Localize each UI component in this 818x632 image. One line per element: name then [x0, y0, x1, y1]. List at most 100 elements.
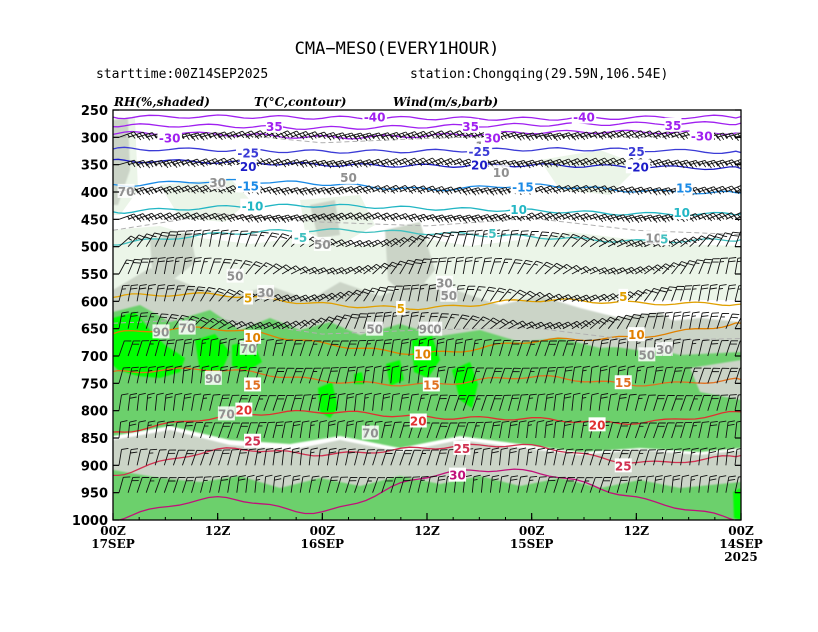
wind-barb	[345, 392, 355, 411]
wind-barb	[227, 320, 248, 330]
temperature-contour-label: 15	[423, 378, 440, 392]
rh-label-bg	[655, 341, 673, 356]
x-tick-label: 12Z	[205, 524, 231, 538]
wind-barb	[181, 365, 191, 384]
wind-barb	[136, 340, 150, 357]
wind-barb	[707, 233, 725, 247]
temperature-label-bg	[157, 130, 182, 145]
temperature-label-bg	[235, 402, 253, 417]
wind-barb	[607, 449, 621, 466]
wind-barb	[462, 315, 480, 329]
wind-barb	[272, 474, 282, 493]
wind-barb	[480, 395, 494, 411]
rh-label-bg	[204, 370, 222, 385]
x-tick-label: 2025	[724, 550, 757, 564]
wind-barb	[689, 186, 710, 195]
wind-barb	[372, 212, 393, 222]
wind-barb	[363, 477, 376, 493]
rh-contour-label: 50	[366, 323, 383, 337]
temperature-contour-label: -5	[294, 231, 307, 245]
wind-barb	[254, 231, 269, 247]
rh-contour-label: 50	[440, 289, 457, 303]
wind-barb	[399, 259, 415, 275]
wind-barb	[643, 366, 655, 384]
temperature-contour	[113, 121, 741, 131]
wind-barb	[653, 287, 669, 302]
wind-barb	[145, 420, 156, 439]
wind-barb	[182, 212, 203, 222]
rh-contour-label: 50	[314, 238, 331, 252]
wind-barb	[127, 311, 139, 329]
wind-barb	[435, 475, 446, 493]
wind-barb	[562, 131, 583, 141]
wind-barb	[354, 477, 367, 493]
wind-barb	[526, 132, 547, 141]
wind-barb	[390, 421, 402, 439]
wind-barb	[453, 338, 464, 357]
wind-barb	[489, 421, 501, 439]
wind-barb	[535, 447, 545, 466]
wind-barb	[580, 392, 590, 411]
wind-barb	[136, 159, 157, 169]
wind-barb	[300, 213, 320, 223]
wind-barb	[290, 187, 311, 196]
wind-barb	[471, 421, 484, 439]
wind-barb	[181, 285, 196, 302]
wind-barb	[408, 157, 429, 167]
wind-barb	[127, 393, 138, 411]
wind-barb	[698, 186, 719, 195]
wind-barb	[499, 420, 510, 439]
wind-barb	[136, 284, 147, 302]
y-tick-label: 450	[81, 213, 108, 228]
temperature-contour	[113, 468, 741, 520]
wind-barb	[227, 229, 239, 247]
wind-barb	[553, 264, 573, 275]
wind-barb	[734, 476, 741, 493]
wind-barb	[725, 231, 740, 247]
wind-barb	[535, 132, 556, 141]
wind-barb	[163, 420, 175, 439]
wind-barb	[326, 367, 339, 384]
wind-barb	[145, 257, 158, 275]
wind-barb	[653, 475, 663, 493]
rh-region-90	[452, 362, 478, 408]
wind-barb	[390, 131, 411, 139]
wind-barb	[363, 287, 380, 302]
wind-barb	[163, 365, 174, 384]
wind-barb	[164, 159, 185, 168]
wind-barb	[145, 340, 158, 357]
temperature-contour-labels: -40 -40 35 35 35 -30 30 -30 -25 -25 25 20 20 -20 -15 -1…	[157, 109, 714, 483]
wind-barb	[689, 259, 705, 275]
wind-barb	[462, 256, 473, 275]
rh-region-60	[150, 232, 196, 282]
wind-barb	[317, 367, 331, 384]
wind-barb	[263, 367, 276, 384]
wind-barb	[363, 449, 375, 466]
wind-barb	[363, 132, 384, 140]
wind-barb	[326, 340, 340, 357]
wind-barb	[671, 395, 684, 411]
wind-barb	[118, 476, 131, 493]
legend-temperature: T(°C,contour)	[254, 95, 346, 109]
wind-barb	[254, 214, 275, 223]
wind-barb	[589, 392, 599, 411]
wind-barb	[680, 421, 693, 439]
wind-barb	[345, 340, 358, 357]
temperature-label-bg	[422, 377, 440, 392]
wind-barb	[272, 130, 293, 140]
wind-barb	[318, 159, 338, 169]
wind-barb	[290, 394, 303, 411]
rh-contour-label: 70	[218, 407, 235, 421]
wind-barb	[127, 448, 139, 466]
wind-barb	[716, 340, 729, 357]
wind-barb	[426, 284, 437, 302]
wind-barb	[716, 232, 732, 247]
wind-barb	[227, 366, 238, 384]
wind-barb	[209, 394, 221, 411]
y-tick-label: 800	[81, 405, 108, 420]
wind-barb	[326, 420, 336, 439]
wind-barb	[499, 159, 520, 168]
wind-barb	[725, 340, 738, 357]
rh-label-bg	[209, 175, 227, 190]
wind-barb	[118, 213, 139, 221]
